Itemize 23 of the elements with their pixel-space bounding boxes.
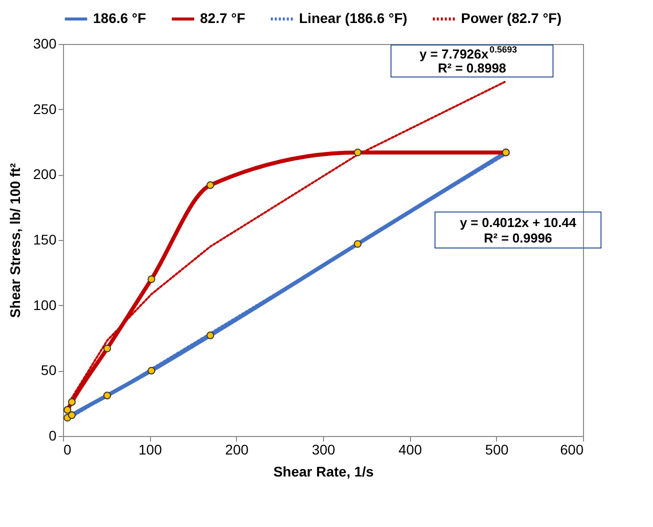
y-tick-label: 200 <box>33 166 57 182</box>
legend-label: 82.7 °F <box>200 10 246 26</box>
x-tick-label: 600 <box>560 442 584 458</box>
legend-label: Power (82.7 °F) <box>461 10 562 26</box>
x-tick-label: 100 <box>138 442 162 458</box>
x-tick-label: 200 <box>225 442 249 458</box>
y-tick-label: 100 <box>33 296 57 313</box>
x-axis-title: Shear Rate, 1/s <box>273 464 374 480</box>
y-tick-label: 0 <box>48 428 57 444</box>
y-tick-label: 300 <box>33 36 57 52</box>
annotation: R² = 0.8998 <box>438 60 506 76</box>
y-axis-title: Shear Stress, lb/ 100 ft² <box>7 162 24 318</box>
x-tick-label: 500 <box>485 442 509 458</box>
x-tick-label: 0 <box>64 442 72 458</box>
legend-label: Linear (186.6 °F) <box>299 10 408 26</box>
annotation: R² = 0.9996 <box>484 230 552 246</box>
y-tick-label: 50 <box>40 362 57 378</box>
y-tick-label: 250 <box>33 100 57 117</box>
y-tick-label: 150 <box>33 232 57 248</box>
x-tick-label: 400 <box>398 442 422 458</box>
x-tick-label: 300 <box>312 442 336 458</box>
legend-label: 186.6 °F <box>93 10 147 26</box>
annotation: y = 0.4012x + 10.44 <box>460 214 577 230</box>
